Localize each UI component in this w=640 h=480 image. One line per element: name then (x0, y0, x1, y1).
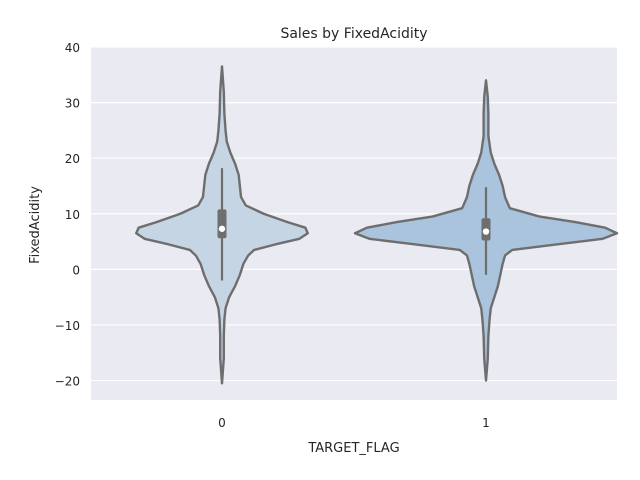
iqr-box-0 (217, 209, 227, 239)
chart-title: Sales by FixedAcidity (280, 26, 427, 42)
y-axis-label: FixedAcidity (28, 186, 43, 264)
violins (135, 65, 619, 385)
median-point-0 (218, 225, 226, 232)
y-tick-label: −20 (55, 375, 80, 389)
median-point-1 (482, 228, 490, 235)
y-tick-label: 0 (72, 263, 80, 277)
x-axis-label: TARGET_FLAG (307, 441, 399, 456)
y-tick-label: 40 (65, 41, 80, 55)
x-tick-label: 1 (482, 416, 490, 430)
x-tick-label: 0 (218, 416, 226, 430)
y-tick-labels: 40 30 20 10 0 −10 −20 (55, 41, 80, 389)
y-tick-label: −10 (55, 319, 80, 333)
y-tick-label: 20 (65, 152, 80, 166)
y-tick-label: 10 (65, 208, 80, 222)
y-tick-label: 30 (65, 97, 80, 111)
